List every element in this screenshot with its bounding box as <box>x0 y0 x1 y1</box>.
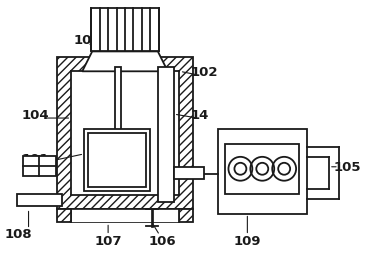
Bar <box>91 9 159 52</box>
Bar <box>115 68 121 167</box>
Text: 103: 103 <box>73 34 101 47</box>
Bar <box>226 144 299 194</box>
Bar <box>218 130 307 214</box>
Bar <box>174 167 204 179</box>
Bar <box>158 68 174 202</box>
Bar <box>57 58 193 209</box>
Bar <box>23 156 57 176</box>
Text: 105: 105 <box>333 161 361 173</box>
Bar <box>88 133 146 187</box>
Bar <box>57 209 193 223</box>
Text: 101: 101 <box>22 153 49 166</box>
Text: 107: 107 <box>95 234 122 247</box>
Text: 14: 14 <box>191 108 209 121</box>
Text: 104: 104 <box>22 108 49 121</box>
Bar <box>71 72 179 195</box>
Text: 109: 109 <box>234 234 261 247</box>
Bar <box>17 194 62 206</box>
Polygon shape <box>82 52 168 72</box>
Bar <box>71 209 179 223</box>
Text: 102: 102 <box>191 66 218 78</box>
Text: 106: 106 <box>149 234 177 247</box>
Text: 108: 108 <box>5 227 32 240</box>
Bar <box>84 130 150 191</box>
